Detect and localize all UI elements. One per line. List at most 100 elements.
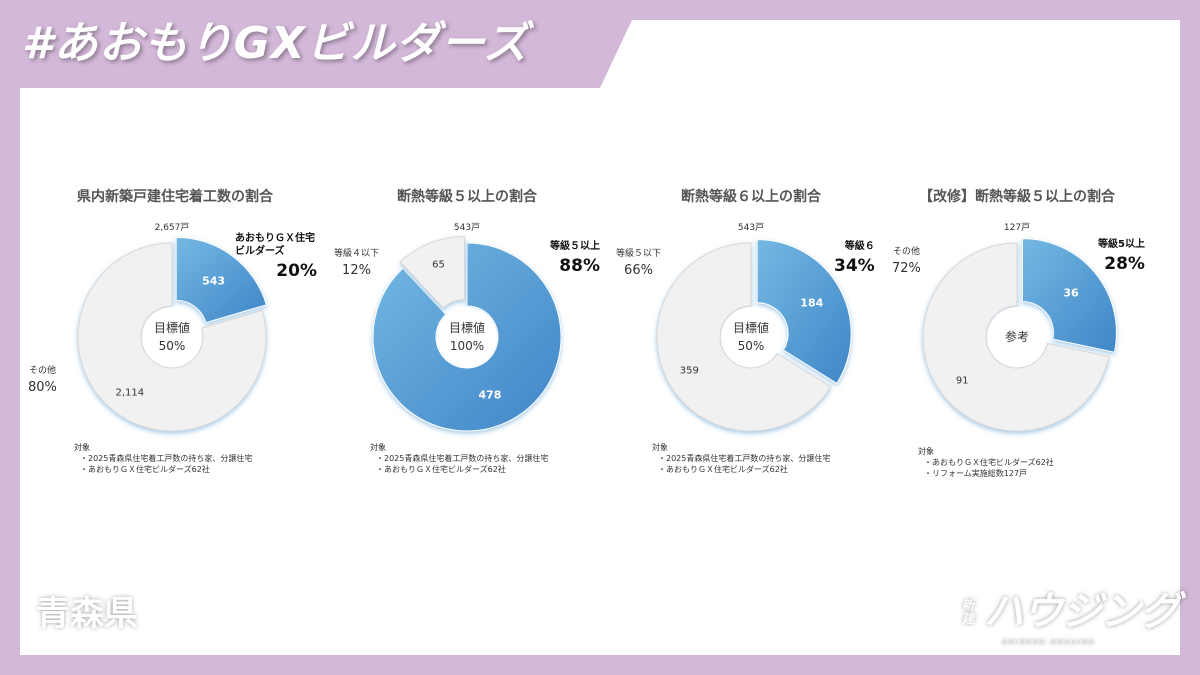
slice-legend-label: 等級６ 34% — [834, 240, 875, 277]
chart-title: 県内新築戸建住宅着工数の割合 — [77, 189, 273, 205]
slice-legend-label: 等級４以下 12% — [334, 248, 379, 279]
center-label: 目標値 50% — [154, 319, 190, 355]
note-item: ・あおもりＧＸ住宅ビルダーズ62社 — [80, 465, 210, 474]
donut-chart: 【改修】断熱等級５以上の割合 127戸 36 等級5以上 28% 91 その他 72% 参考… — [872, 180, 1162, 500]
slice-legend-label: 等級５以上 88% — [550, 240, 600, 277]
highlight-slice — [756, 239, 852, 385]
slice-legend-label: 等級5以上 28% — [1098, 238, 1145, 275]
donut-svg — [372, 235, 562, 432]
slice-legend-label: その他 72% — [892, 246, 921, 277]
target-label: 目標値 — [153, 321, 191, 335]
donut-svg — [922, 238, 1117, 432]
slice-value-label: 184 — [800, 296, 824, 310]
title-banner: #あおもりGXビルダーズ — [0, 0, 640, 88]
donut-hole — [437, 307, 497, 367]
notes-title: 対象 — [74, 443, 90, 452]
chart-notes: 対象・2025青森県住宅着工戸数の持ち家、分譲住宅 ・あおもりＧＸ住宅ビルダーズ6… — [74, 442, 252, 475]
note-item: ・あおもりＧＸ住宅ビルダーズ62社 — [376, 465, 506, 474]
slice-name: 等級４以下 — [334, 249, 380, 259]
logo-main-text: ハウジング — [984, 589, 1180, 635]
note-item: ・2025青森県住宅着工戸数の持ち家、分譲住宅 — [658, 454, 831, 463]
highlight-slice — [1021, 238, 1117, 353]
other-slice — [656, 242, 832, 432]
chart-title: 【改修】断熱等級５以上の割合 — [919, 189, 1115, 205]
chart-total: 543戸 — [737, 223, 765, 233]
center-label: 目標値 50% — [733, 319, 769, 355]
slice-percent: 80% — [28, 380, 57, 395]
note-item: ・2025青森県住宅着工戸数の持ち家、分譲住宅 — [80, 454, 253, 463]
donut-hole — [721, 307, 781, 367]
notes-title: 対象 — [370, 443, 386, 452]
note-text: リフォーム実施総数127戸 — [932, 469, 1028, 478]
slice-name: 等級５以上 — [550, 241, 600, 252]
slice-value-label: 65 — [432, 259, 445, 271]
donut-svg — [77, 236, 267, 432]
slice-legend-label: あおもりＧＸ住宅ビルダーズ 20% — [235, 232, 317, 282]
note-item: ・リフォーム実施総数127戸 — [924, 469, 1028, 478]
note-text: あおもりＧＸ住宅ビルダーズ62社 — [932, 458, 1054, 467]
chart-notes: 対象・2025青森県住宅着工戸数の持ち家、分譲住宅 ・あおもりＧＸ住宅ビルダーズ6… — [370, 442, 548, 475]
slice-percent: 72% — [892, 261, 921, 276]
note-item: ・2025青森県住宅着工戸数の持ち家、分譲住宅 — [376, 454, 549, 463]
slice-value-label: 91 — [955, 375, 969, 387]
page-title: #あおもりGXビルダーズ — [22, 18, 529, 69]
donut-hole — [142, 307, 202, 367]
donut-chart: 断熱等級６以上の割合 543戸 184 等級６ 34% 359 等級５以下 66% 目標値 5… — [606, 180, 896, 500]
chart-title: 断熱等級６以上の割合 — [681, 189, 821, 205]
notes-title: 対象 — [652, 443, 668, 452]
slice-percent: 88% — [559, 256, 600, 276]
chart-notes: 対象・2025青森県住宅着工戸数の持ち家、分譲住宅 ・あおもりＧＸ住宅ビルダーズ6… — [652, 442, 830, 475]
notes-title: 対象 — [918, 447, 934, 456]
slice-name: 等級５以下 — [616, 249, 662, 259]
slice-value-label: 2,114 — [115, 387, 145, 399]
chart-total: 127戸 — [1003, 223, 1031, 233]
note-text: あおもりＧＸ住宅ビルダーズ62社 — [384, 465, 506, 474]
donut-chart: 県内新築戸建住宅着工数の割合 2,657戸 543 あおもりＧＸ住宅ビルダーズ 20… — [28, 180, 320, 500]
slice-value-label: 478 — [478, 388, 502, 402]
note-text: 2025青森県住宅着工戸数の持ち家、分譲住宅 — [384, 454, 549, 463]
other-slice — [399, 235, 465, 309]
chart-title: 断熱等級５以上の割合 — [397, 189, 537, 205]
slice-percent: 28% — [1104, 254, 1145, 274]
target-value: 100% — [449, 339, 485, 353]
slice-percent: 12% — [342, 263, 371, 278]
slice-name: あおもりＧＸ住宅ビルダーズ — [235, 233, 315, 257]
donut-chart: 断熱等級５以上の割合 543戸 478 等級５以上 88% 65 等級４以下 12% 目標値… — [322, 180, 612, 500]
slice-value-label: 543 — [202, 274, 226, 288]
slice-value-label: 36 — [1063, 286, 1079, 300]
slice-name: その他 — [28, 366, 56, 376]
chart-total: 543戸 — [453, 223, 481, 233]
chart-total: 2,657戸 — [154, 223, 190, 233]
slice-name: 等級5以上 — [1098, 239, 1145, 250]
slice-name: 等級６ — [844, 241, 875, 252]
prefecture-label: 青森県 — [36, 594, 138, 634]
logo-subtext: SHINKEN HOUSING — [1002, 639, 1096, 646]
target-value: 50% — [158, 339, 186, 353]
center-label: 目標値 100% — [449, 319, 485, 355]
highlight-slice — [175, 236, 267, 324]
logo-small-text: 新建 — [962, 598, 975, 626]
note-text: 2025青森県住宅着工戸数の持ち家、分譲住宅 — [88, 454, 253, 463]
slice-legend-label: 等級５以下 66% — [616, 248, 661, 279]
slice-percent: 20% — [276, 261, 317, 281]
highlight-slice — [372, 242, 562, 432]
other-slice — [922, 242, 1110, 432]
slice-name: その他 — [892, 247, 920, 257]
target-label: 参考 — [1004, 330, 1030, 344]
donut-hole — [987, 307, 1047, 367]
slice-percent: 34% — [834, 256, 875, 276]
chart-notes: 対象・あおもりＧＸ住宅ビルダーズ62社 ・リフォーム実施総数127戸 — [918, 446, 1054, 479]
note-item: ・あおもりＧＸ住宅ビルダーズ62社 — [924, 458, 1054, 467]
slice-percent: 66% — [624, 263, 653, 278]
slice-legend-label: その他 80% — [28, 365, 57, 396]
note-text: あおもりＧＸ住宅ビルダーズ62社 — [88, 465, 210, 474]
note-item: ・あおもりＧＸ住宅ビルダーズ62社 — [658, 465, 788, 474]
target-value: 50% — [737, 339, 765, 353]
target-label: 目標値 — [448, 321, 486, 335]
center-label: 参考 — [1005, 328, 1029, 346]
slice-value-label: 359 — [679, 365, 699, 377]
note-text: 2025青森県住宅着工戸数の持ち家、分譲住宅 — [666, 454, 831, 463]
note-text: あおもりＧＸ住宅ビルダーズ62社 — [666, 465, 788, 474]
other-slice — [77, 242, 267, 432]
donut-svg — [656, 239, 852, 432]
